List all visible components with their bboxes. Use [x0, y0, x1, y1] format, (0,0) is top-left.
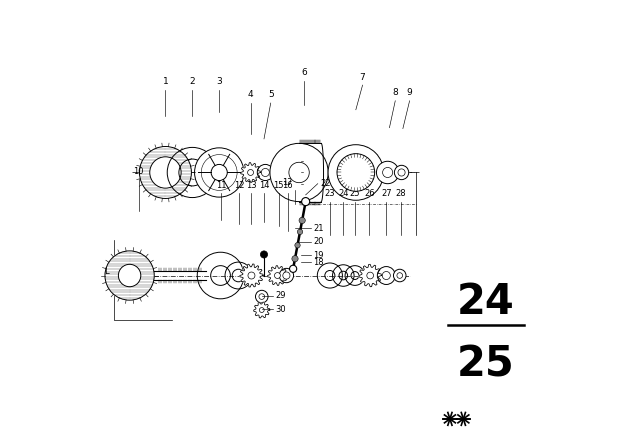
Text: 13: 13 [246, 181, 257, 190]
Circle shape [382, 271, 390, 280]
Text: 1: 1 [163, 77, 168, 86]
Text: 19: 19 [314, 251, 324, 260]
Text: 24: 24 [338, 190, 349, 198]
Circle shape [337, 154, 374, 191]
Text: 3: 3 [216, 77, 222, 86]
Circle shape [383, 168, 393, 177]
Circle shape [378, 267, 396, 284]
Text: 4: 4 [248, 90, 253, 99]
Circle shape [275, 272, 280, 279]
Circle shape [260, 251, 268, 258]
Circle shape [150, 157, 181, 188]
Text: 29: 29 [275, 291, 285, 300]
Text: 9: 9 [407, 88, 412, 97]
Circle shape [298, 229, 303, 235]
Circle shape [270, 143, 328, 202]
Polygon shape [268, 266, 287, 285]
Circle shape [292, 255, 298, 262]
Text: 5: 5 [268, 90, 273, 99]
Circle shape [398, 169, 405, 176]
Text: 27: 27 [381, 190, 392, 198]
Text: 15: 15 [273, 181, 284, 190]
Circle shape [397, 273, 403, 278]
Circle shape [367, 272, 374, 279]
Circle shape [289, 162, 309, 183]
Text: 14: 14 [259, 181, 269, 190]
Text: 24: 24 [457, 280, 515, 323]
Text: L: L [104, 267, 109, 276]
Circle shape [211, 164, 227, 181]
Text: 25: 25 [349, 190, 360, 198]
Polygon shape [253, 302, 270, 318]
Text: 22: 22 [320, 179, 330, 188]
Text: 2: 2 [189, 77, 195, 86]
Text: 26: 26 [364, 190, 374, 198]
Text: 23: 23 [324, 190, 335, 198]
Text: 17: 17 [282, 178, 293, 187]
Circle shape [376, 161, 399, 184]
Text: 28: 28 [396, 190, 406, 198]
Polygon shape [140, 146, 191, 198]
Text: 18: 18 [314, 258, 324, 267]
Circle shape [328, 145, 383, 200]
Circle shape [299, 217, 305, 224]
Circle shape [279, 268, 294, 283]
Circle shape [394, 269, 406, 282]
Circle shape [295, 243, 300, 248]
Polygon shape [240, 264, 263, 287]
Circle shape [289, 265, 297, 272]
Circle shape [301, 198, 310, 206]
Circle shape [259, 294, 264, 299]
Polygon shape [359, 264, 381, 287]
Circle shape [248, 272, 255, 279]
Circle shape [261, 168, 269, 177]
Circle shape [283, 272, 290, 279]
Circle shape [248, 169, 253, 176]
Circle shape [195, 148, 244, 197]
Text: 21: 21 [314, 224, 324, 233]
Circle shape [255, 290, 268, 303]
Circle shape [259, 308, 264, 312]
Text: 7: 7 [360, 73, 365, 82]
Text: 30: 30 [275, 305, 286, 314]
Circle shape [257, 164, 273, 181]
Text: 11: 11 [216, 181, 227, 190]
Text: 20: 20 [314, 237, 324, 246]
Circle shape [394, 165, 409, 180]
Circle shape [118, 264, 141, 287]
Text: 10: 10 [133, 167, 144, 176]
Text: 12: 12 [234, 181, 244, 190]
Polygon shape [105, 251, 154, 300]
Text: 16: 16 [282, 181, 293, 190]
Text: 25: 25 [457, 343, 515, 385]
Text: 8: 8 [392, 88, 398, 97]
Text: 6: 6 [301, 68, 307, 77]
Polygon shape [241, 163, 260, 182]
